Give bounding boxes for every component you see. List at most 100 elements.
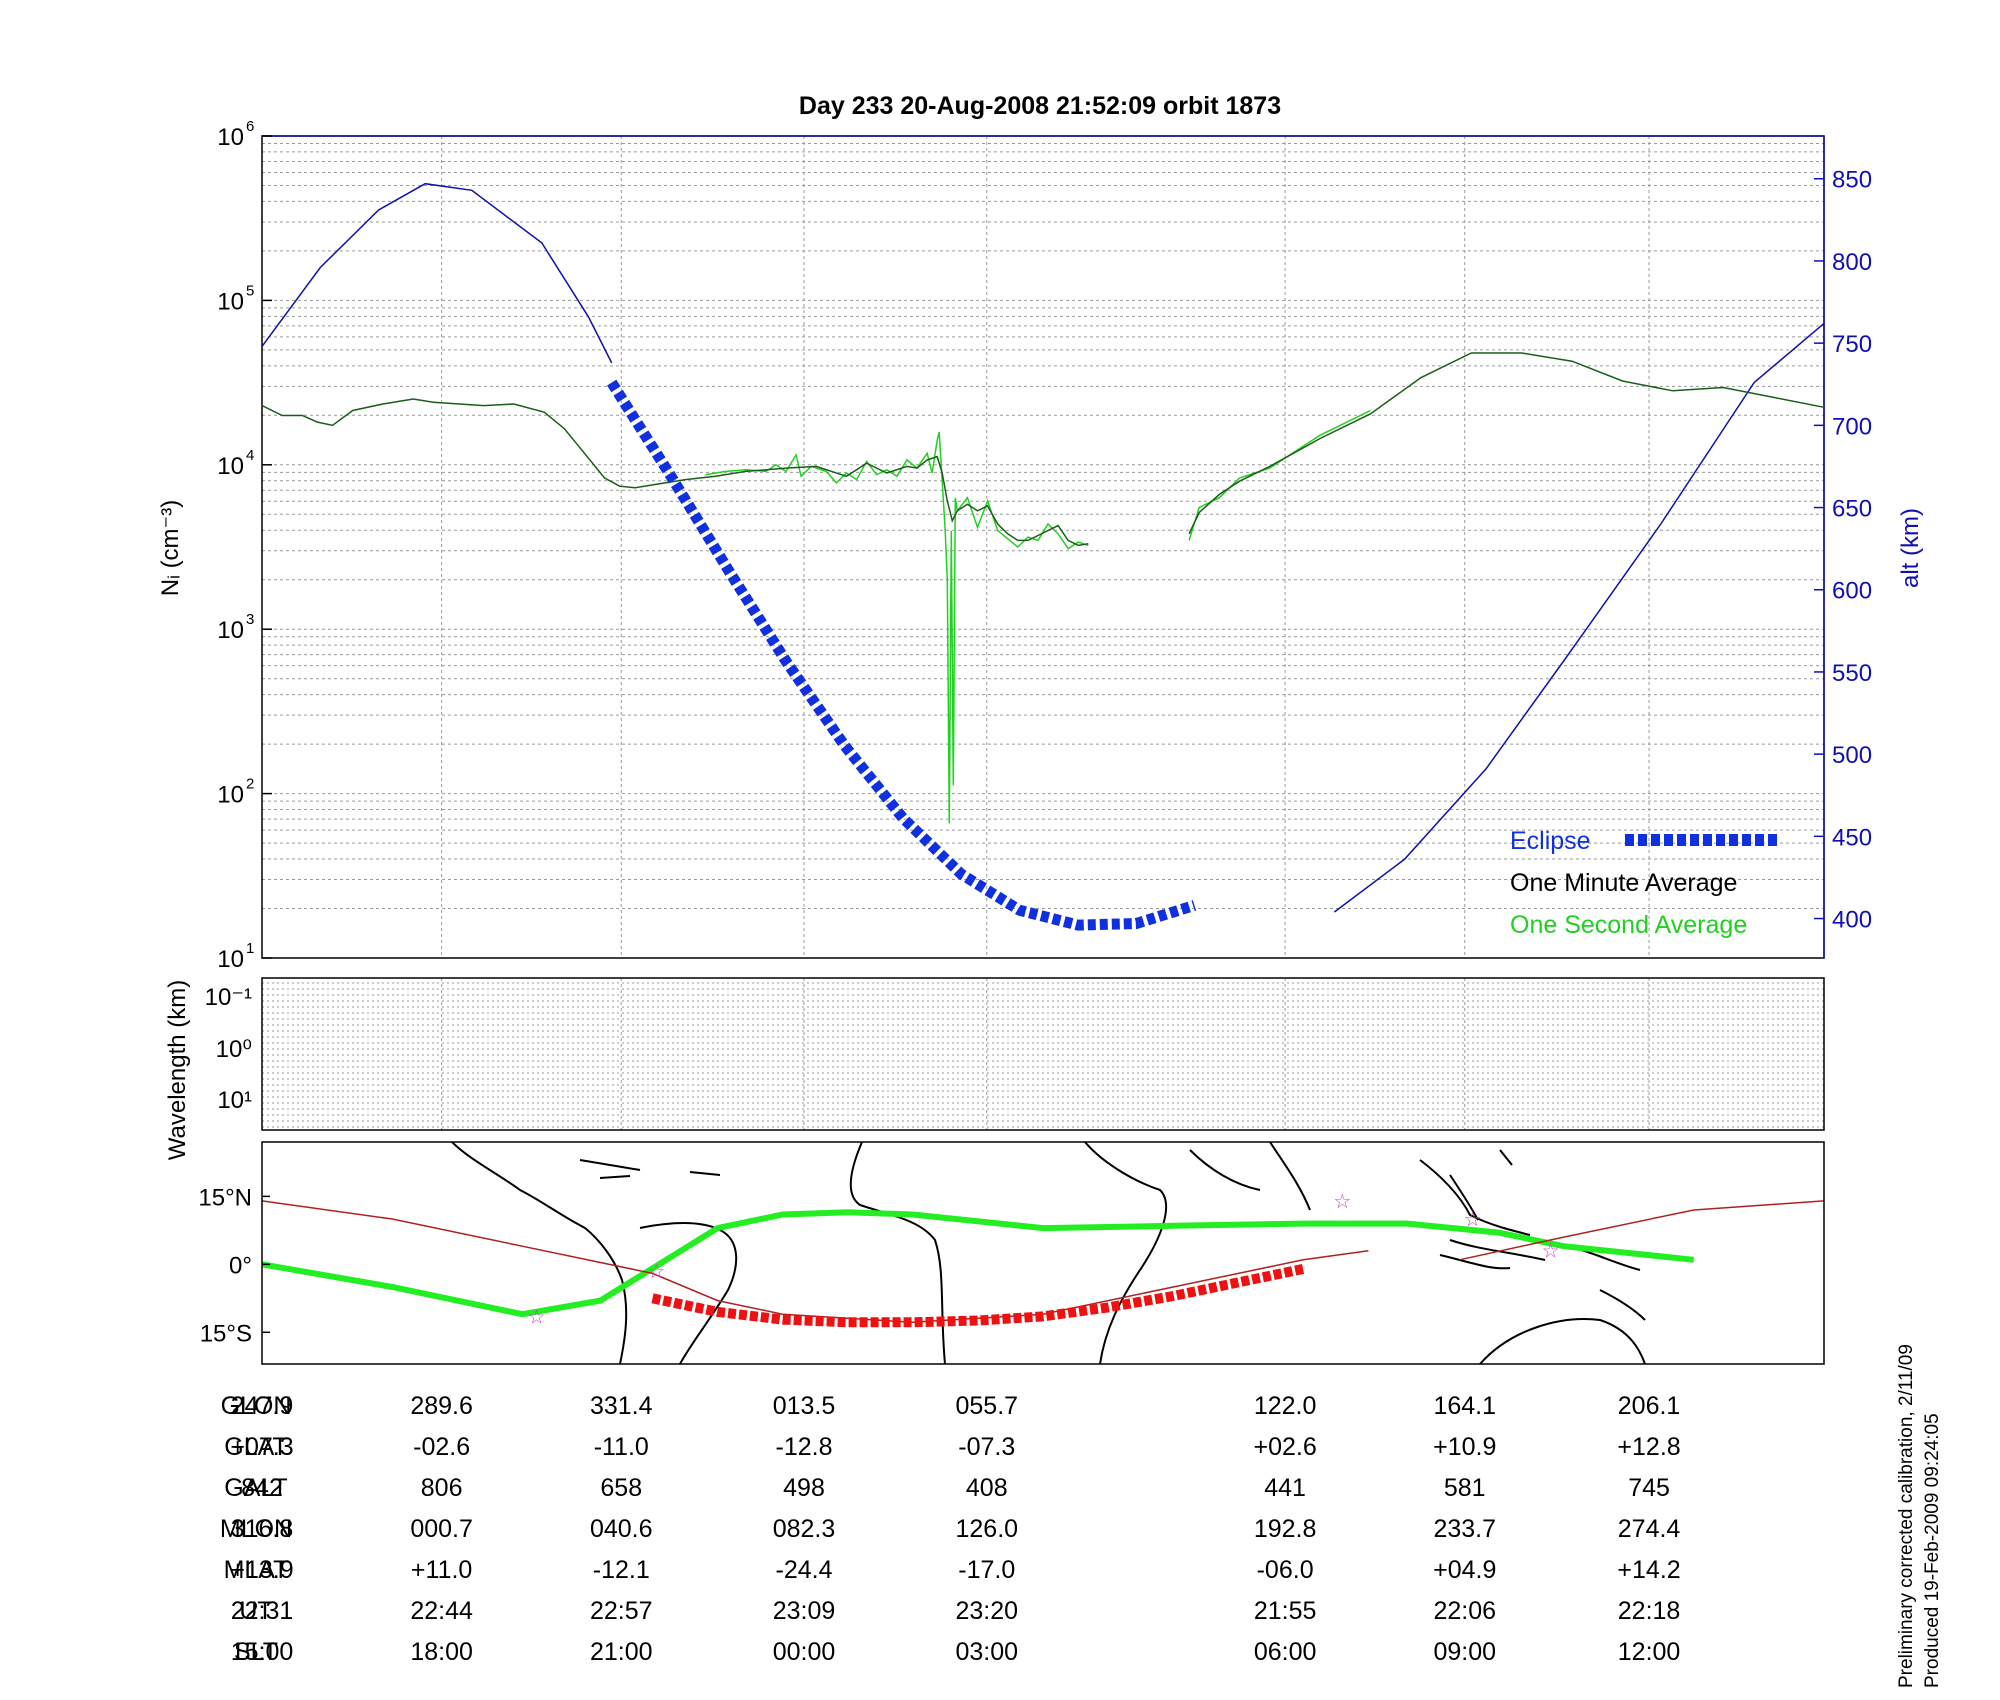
y-tick-label: 10 (217, 946, 244, 973)
table-row-label: SLT (234, 1638, 278, 1666)
table-cell: -17.0 (958, 1556, 1015, 1584)
map-axis-ticks: 15°N 0° 15°S (198, 1184, 270, 1347)
table-cell: 581 (1444, 1474, 1486, 1502)
density-axis-label-text: Nᵢ (cm⁻³) (157, 500, 184, 596)
table-cell: 274.4 (1618, 1515, 1681, 1543)
table-row-label: MLON (220, 1515, 292, 1543)
table-cell: 408 (966, 1474, 1008, 1502)
coast-africa-west (849, 1142, 946, 1364)
y-tick-exponent: 3 (246, 611, 254, 628)
table-cell: 122.0 (1254, 1392, 1317, 1420)
table-cell: 331.4 (590, 1392, 653, 1420)
wavelength-axis-label: Wavelength (km) (164, 980, 191, 1161)
table-cell: 22:57 (590, 1597, 653, 1625)
table-cell: 806 (421, 1474, 463, 1502)
table-cell: +07.3 (230, 1433, 293, 1461)
table-cell: 013.5 (773, 1392, 836, 1420)
table-cell: 040.6 (590, 1515, 653, 1543)
table-cell: +13.9 (230, 1556, 293, 1584)
table-cell: -12.1 (593, 1556, 650, 1584)
one-minute-average-line (261, 352, 1825, 547)
table-cell: 441 (1264, 1474, 1306, 1502)
table-row-label: MLAT (224, 1556, 289, 1584)
wavelength-tick-label: 10⁰ (216, 1036, 252, 1063)
y-tick-exponent: 1 (246, 940, 254, 957)
table-cell: 082.3 (773, 1515, 836, 1543)
map-panel-frame (261, 1141, 1825, 1365)
wavelength-panel: 10⁻¹ 10⁰ 10¹ Wavelength (km) (164, 977, 1825, 1161)
footer-calibration: Preliminary corrected calibration, 2/11/… (1896, 1344, 1917, 1688)
y-tick-exponent: 6 (246, 118, 254, 135)
alt-tick-label: 550 (1832, 660, 1872, 687)
alt-tick-label: 600 (1832, 578, 1872, 605)
coast-philippines (1449, 1149, 1513, 1221)
table-cell: +14.2 (1617, 1556, 1680, 1584)
y-tick-exponent: 5 (246, 282, 254, 299)
wavelength-panel-frame (261, 977, 1825, 1131)
map-tick-label: 15°S (200, 1320, 252, 1347)
table-cell: 23:09 (773, 1597, 836, 1625)
altitude-axis-label: alt (km) (1897, 508, 1924, 588)
table-cell: +11.0 (411, 1556, 472, 1584)
table-cell: -06.0 (1257, 1556, 1314, 1584)
table-cell: 247.9 (231, 1392, 294, 1420)
wavelength-axis-ticks: 10⁻¹ 10⁰ 10¹ (205, 984, 252, 1114)
coast-south-america (639, 1222, 738, 1364)
table-cell: +04.9 (1433, 1556, 1496, 1584)
alt-tick-label: 850 (1832, 167, 1872, 194)
legend: Eclipse One Minute Average One Second Av… (1510, 827, 1778, 939)
eclipse-ground-line (651, 1264, 1305, 1328)
table-cell: 233.7 (1433, 1515, 1496, 1543)
station-marker: ☆ (1464, 1209, 1482, 1231)
legend-second-label: One Second Average (1510, 911, 1747, 939)
table-cell: 03:00 (955, 1638, 1018, 1666)
coast-southeast-asia (1419, 1159, 1546, 1261)
wavelength-tick-label: 10¹ (217, 1087, 252, 1114)
alt-tick-label: 500 (1832, 742, 1872, 769)
y-tick-exponent: 2 (246, 776, 254, 793)
table-cell: 21:00 (590, 1638, 653, 1666)
y-tick-label: 10 (217, 453, 244, 480)
alt-tick-label: 750 (1832, 331, 1872, 358)
orbit-table: GLON GLAT GALT MLON MLAT UT SLT 247.9 +07.3 842 31… (220, 1392, 1681, 1666)
map-series: ☆ ☆ ☆ ☆ ☆ (262, 1191, 1824, 1328)
y-tick-label: 10 (217, 617, 244, 644)
coastline-sketch (451, 1142, 1646, 1364)
table-cell: 22:31 (231, 1597, 294, 1625)
altitude-line (261, 182, 1825, 913)
alt-tick-label: 800 (1832, 249, 1872, 276)
station-marker: ☆ (528, 1306, 546, 1328)
legend-minute-label: One Minute Average (1510, 869, 1737, 897)
wavelength-grid (261, 978, 1825, 1130)
chart-title: Day 233 20-Aug-2008 21:52:09 orbit 1873 (799, 92, 1281, 120)
coast-caribbean (579, 1159, 721, 1179)
table-cell: 18:00 (410, 1638, 473, 1666)
coast-africa-east (1084, 1142, 1168, 1364)
table-cell: 289.6 (410, 1392, 473, 1420)
coast-central-america (451, 1142, 628, 1364)
one-second-average-line (705, 409, 1371, 824)
table-row-label: GALT (224, 1474, 287, 1502)
footer-produced: Produced 19-Feb-2009 09:24:05 (1922, 1413, 1943, 1688)
table-cell: 15:00 (231, 1638, 294, 1666)
table-cell: -07.3 (958, 1433, 1015, 1461)
y-tick-label: 10 (217, 782, 244, 809)
table-cell: 126.0 (955, 1515, 1018, 1543)
table-cell: 22:06 (1433, 1597, 1496, 1625)
table-row-label: GLON (221, 1392, 292, 1420)
density-series (261, 182, 1825, 931)
alt-tick-label: 450 (1832, 824, 1872, 851)
density-grid (262, 143, 1824, 959)
table-cell: 842 (241, 1474, 283, 1502)
table-cell: 00:00 (773, 1638, 836, 1666)
table-cell: 316.8 (231, 1515, 294, 1543)
table-row-label: UT (239, 1597, 272, 1625)
table-cell: -12.8 (776, 1433, 833, 1461)
y-tick-label: 10 (217, 124, 244, 151)
station-marker: ☆ (1333, 1191, 1351, 1213)
y-tick-label: 10 (217, 288, 244, 315)
table-cell: +02.6 (1253, 1433, 1316, 1461)
